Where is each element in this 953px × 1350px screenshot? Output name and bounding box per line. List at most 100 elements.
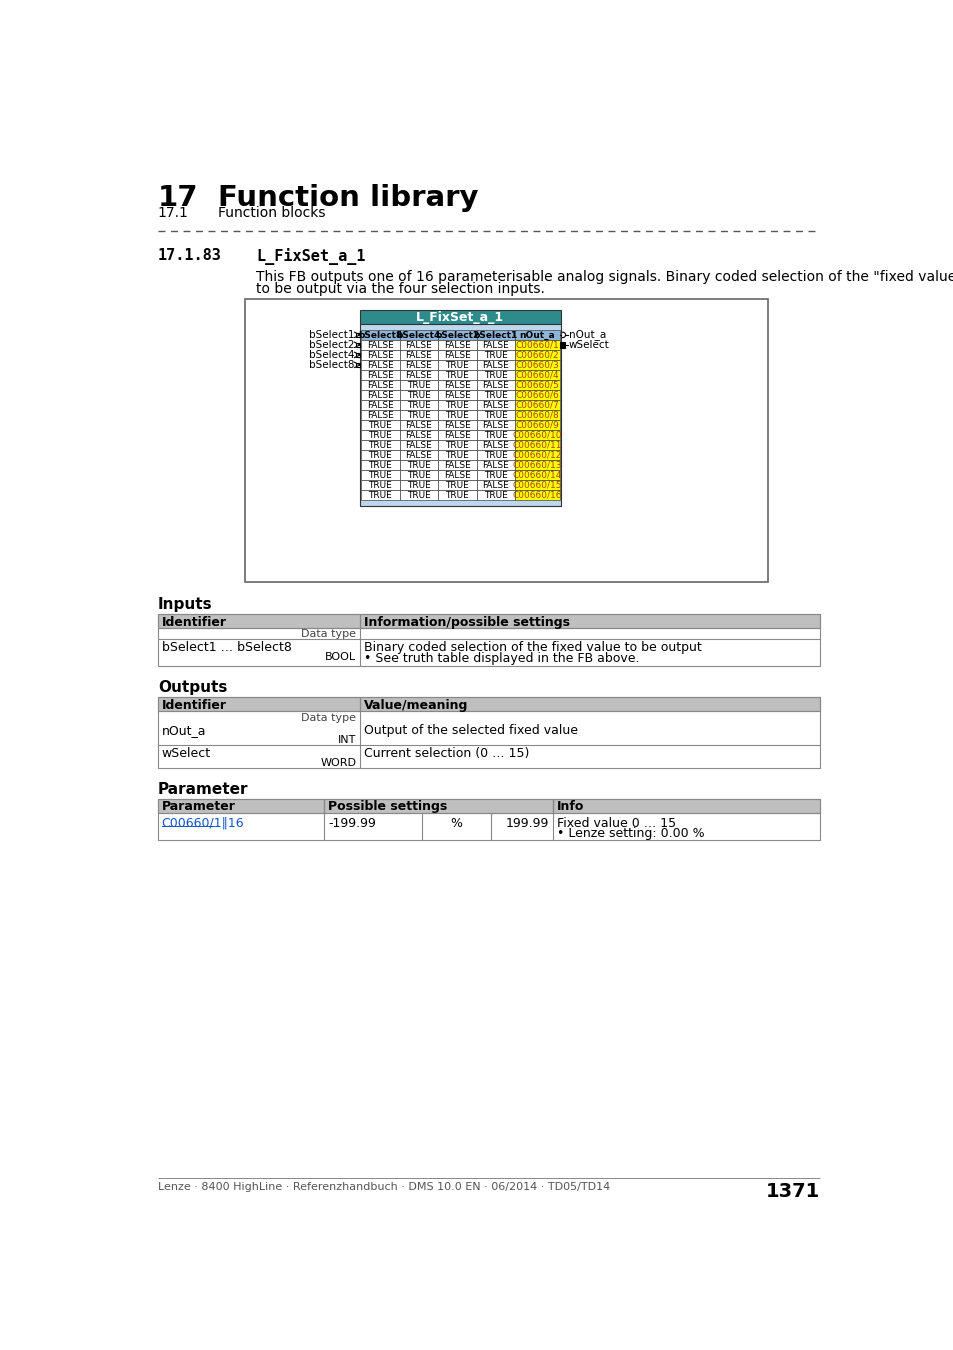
Bar — [360, 310, 560, 324]
Bar — [361, 400, 399, 410]
Text: 17.1.83: 17.1.83 — [157, 248, 221, 263]
Text: Function blocks: Function blocks — [217, 207, 325, 220]
Text: FALSE: FALSE — [482, 440, 509, 450]
Text: FALSE: FALSE — [482, 340, 509, 350]
Text: L_FixSet_a_1: L_FixSet_a_1 — [256, 248, 366, 265]
Text: INT: INT — [337, 734, 356, 745]
Bar — [157, 697, 820, 768]
Text: 199.99: 199.99 — [505, 817, 548, 829]
Bar — [476, 329, 515, 340]
Text: FALSE: FALSE — [482, 360, 509, 370]
Text: 17.1: 17.1 — [157, 207, 189, 220]
Text: Parameter: Parameter — [161, 801, 235, 813]
Bar — [361, 350, 399, 360]
Bar — [157, 614, 820, 667]
Bar — [361, 481, 399, 490]
Bar — [515, 460, 559, 470]
Bar — [399, 350, 437, 360]
Bar — [437, 379, 476, 390]
Text: FALSE: FALSE — [482, 381, 509, 390]
Text: TRUE: TRUE — [483, 431, 507, 440]
Text: TRUE: TRUE — [368, 471, 392, 479]
Bar — [157, 799, 820, 840]
Bar — [437, 410, 476, 420]
Bar — [476, 390, 515, 400]
Bar — [157, 697, 820, 711]
Text: C00660/12: C00660/12 — [512, 451, 561, 460]
Text: TRUE: TRUE — [407, 401, 430, 409]
Text: Identifier: Identifier — [161, 616, 227, 629]
Text: C00660/3: C00660/3 — [515, 360, 558, 370]
Bar — [476, 360, 515, 370]
Text: FALSE: FALSE — [405, 340, 432, 350]
Bar — [361, 490, 399, 500]
Bar — [437, 490, 476, 500]
Text: FALSE: FALSE — [443, 421, 470, 429]
Bar — [399, 360, 437, 370]
Text: bSelect4: bSelect4 — [309, 350, 355, 360]
Bar — [476, 340, 515, 350]
Bar — [515, 350, 559, 360]
Text: FALSE: FALSE — [367, 371, 394, 379]
Bar — [361, 390, 399, 400]
Text: bSelect1: bSelect1 — [309, 329, 355, 340]
Text: TRUE: TRUE — [483, 491, 507, 500]
Text: FALSE: FALSE — [443, 471, 470, 479]
Bar — [437, 450, 476, 460]
Text: bSelect4: bSelect4 — [396, 331, 440, 340]
Bar — [399, 379, 437, 390]
Text: TRUE: TRUE — [368, 431, 392, 440]
Text: FALSE: FALSE — [482, 481, 509, 490]
Bar — [476, 440, 515, 450]
Bar — [476, 470, 515, 481]
Bar — [437, 440, 476, 450]
Text: C00660/13: C00660/13 — [512, 460, 561, 470]
Text: TRUE: TRUE — [368, 421, 392, 429]
Bar — [399, 429, 437, 440]
Text: TRUE: TRUE — [483, 410, 507, 420]
Bar — [399, 490, 437, 500]
Bar — [476, 429, 515, 440]
Text: FALSE: FALSE — [405, 360, 432, 370]
Bar — [355, 363, 359, 367]
Bar — [361, 440, 399, 450]
Bar — [437, 350, 476, 360]
Bar — [355, 343, 359, 347]
Bar — [437, 460, 476, 470]
Text: C00660/1‖16: C00660/1‖16 — [161, 817, 244, 829]
Text: Fixed value 0 … 15: Fixed value 0 … 15 — [557, 817, 675, 829]
Text: TRUE: TRUE — [483, 471, 507, 479]
Bar — [476, 490, 515, 500]
Text: TRUE: TRUE — [483, 371, 507, 379]
Text: Possible settings: Possible settings — [328, 801, 447, 813]
Bar — [361, 470, 399, 481]
Text: FALSE: FALSE — [482, 421, 509, 429]
Text: TRUE: TRUE — [368, 460, 392, 470]
Text: Value/meaning: Value/meaning — [364, 699, 468, 711]
Bar — [360, 324, 560, 506]
Text: FALSE: FALSE — [367, 410, 394, 420]
Bar — [437, 481, 476, 490]
Bar — [361, 370, 399, 379]
Text: Function library: Function library — [217, 184, 477, 212]
Text: FALSE: FALSE — [367, 360, 394, 370]
Bar — [515, 360, 559, 370]
Bar — [399, 329, 437, 340]
Bar — [476, 420, 515, 429]
Text: C00660/7: C00660/7 — [515, 401, 558, 409]
Bar — [399, 390, 437, 400]
Text: Inputs: Inputs — [157, 597, 213, 612]
Bar — [361, 429, 399, 440]
Text: Outputs: Outputs — [157, 680, 227, 695]
Bar — [476, 450, 515, 460]
Text: Information/possible settings: Information/possible settings — [364, 616, 570, 629]
Text: TRUE: TRUE — [445, 451, 469, 460]
Bar — [437, 340, 476, 350]
Text: Identifier: Identifier — [161, 699, 227, 711]
Text: TRUE: TRUE — [407, 390, 430, 400]
Text: TRUE: TRUE — [445, 360, 469, 370]
Bar — [361, 360, 399, 370]
Bar — [476, 350, 515, 360]
Text: TRUE: TRUE — [483, 451, 507, 460]
Text: TRUE: TRUE — [407, 410, 430, 420]
